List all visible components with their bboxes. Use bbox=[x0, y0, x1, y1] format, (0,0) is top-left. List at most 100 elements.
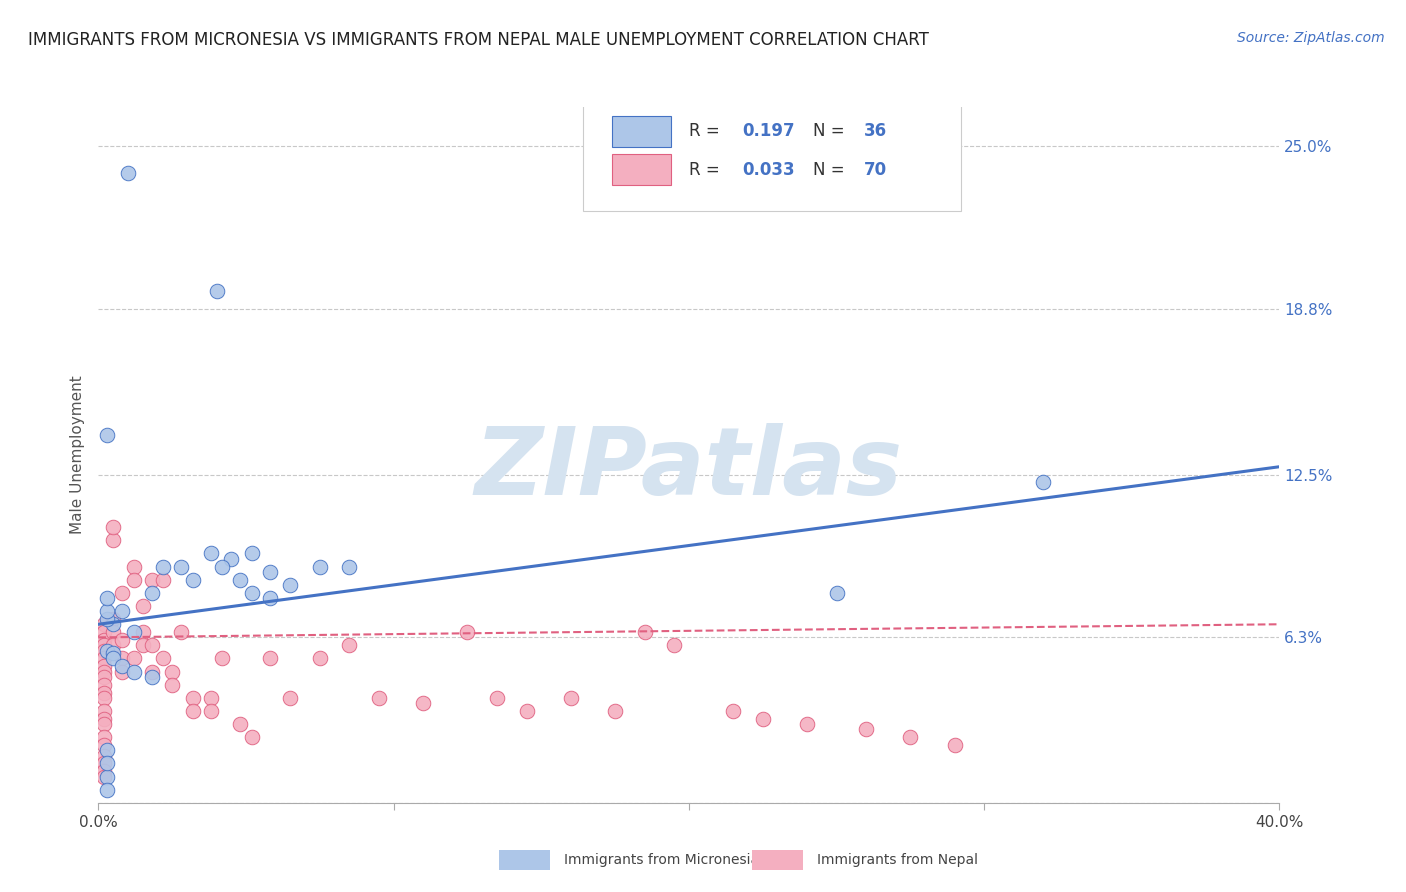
Point bbox=[200, 546, 222, 560]
Point bbox=[93, 756, 115, 771]
Point bbox=[93, 665, 115, 679]
Point bbox=[162, 678, 183, 692]
Point bbox=[280, 578, 302, 592]
Point bbox=[457, 625, 479, 640]
Point bbox=[111, 665, 134, 679]
Point bbox=[93, 748, 115, 763]
Point bbox=[122, 665, 145, 679]
Point bbox=[141, 573, 163, 587]
Point bbox=[240, 546, 263, 560]
Text: 0.197: 0.197 bbox=[742, 122, 794, 140]
Point bbox=[796, 717, 818, 731]
Text: N =: N = bbox=[813, 161, 849, 178]
Point bbox=[96, 591, 118, 605]
Point bbox=[1032, 475, 1054, 490]
Point bbox=[211, 559, 233, 574]
Point bbox=[96, 743, 118, 757]
Point bbox=[96, 770, 118, 784]
Point bbox=[181, 690, 204, 705]
Point bbox=[152, 559, 174, 574]
Text: Immigrants from Micronesia: Immigrants from Micronesia bbox=[564, 853, 759, 867]
Point bbox=[103, 646, 125, 660]
Point bbox=[111, 633, 134, 648]
Text: 0.033: 0.033 bbox=[742, 161, 794, 178]
Point bbox=[122, 651, 145, 665]
Point bbox=[943, 738, 966, 752]
Point bbox=[96, 756, 118, 771]
Point bbox=[103, 651, 125, 665]
Point bbox=[280, 690, 302, 705]
Point bbox=[240, 586, 263, 600]
Point bbox=[229, 573, 252, 587]
Point bbox=[93, 633, 115, 648]
Point bbox=[309, 559, 332, 574]
Point bbox=[93, 770, 115, 784]
Point bbox=[259, 591, 281, 605]
Point bbox=[103, 612, 125, 626]
Text: 70: 70 bbox=[863, 161, 887, 178]
Point bbox=[309, 651, 332, 665]
Point bbox=[93, 764, 115, 779]
Point bbox=[111, 659, 134, 673]
FancyBboxPatch shape bbox=[612, 154, 671, 186]
Point bbox=[93, 617, 115, 632]
Point bbox=[132, 625, 155, 640]
Point bbox=[122, 559, 145, 574]
Point bbox=[93, 625, 115, 640]
Point bbox=[368, 690, 391, 705]
Text: IMMIGRANTS FROM MICRONESIA VS IMMIGRANTS FROM NEPAL MALE UNEMPLOYMENT CORRELATIO: IMMIGRANTS FROM MICRONESIA VS IMMIGRANTS… bbox=[28, 31, 929, 49]
Point bbox=[96, 428, 118, 442]
Point bbox=[825, 586, 848, 600]
Point bbox=[412, 696, 434, 710]
Point bbox=[96, 643, 118, 657]
Point bbox=[141, 670, 163, 684]
Point bbox=[516, 704, 538, 718]
FancyBboxPatch shape bbox=[499, 850, 550, 870]
Point bbox=[152, 651, 174, 665]
Point bbox=[339, 638, 361, 652]
Point bbox=[93, 704, 115, 718]
Point bbox=[181, 573, 204, 587]
Text: R =: R = bbox=[689, 161, 725, 178]
Point bbox=[93, 717, 115, 731]
Point bbox=[93, 638, 115, 652]
Text: 36: 36 bbox=[863, 122, 887, 140]
Point bbox=[170, 625, 193, 640]
Point bbox=[93, 685, 115, 699]
Point bbox=[211, 651, 233, 665]
Point bbox=[96, 604, 118, 618]
Point bbox=[111, 604, 134, 618]
Point bbox=[170, 559, 193, 574]
Point bbox=[141, 586, 163, 600]
Point bbox=[93, 712, 115, 726]
Point bbox=[122, 625, 145, 640]
Text: N =: N = bbox=[813, 122, 849, 140]
FancyBboxPatch shape bbox=[582, 100, 960, 211]
Point bbox=[111, 651, 134, 665]
Point bbox=[560, 690, 582, 705]
Point bbox=[634, 625, 657, 640]
Point bbox=[132, 599, 155, 613]
Point bbox=[200, 690, 222, 705]
Text: Source: ZipAtlas.com: Source: ZipAtlas.com bbox=[1237, 31, 1385, 45]
Point bbox=[486, 690, 509, 705]
Point bbox=[103, 533, 125, 548]
Point bbox=[93, 643, 115, 657]
Point bbox=[200, 704, 222, 718]
Point bbox=[221, 551, 243, 566]
Point bbox=[723, 704, 745, 718]
Point bbox=[181, 704, 204, 718]
Text: ZIPatlas: ZIPatlas bbox=[475, 423, 903, 515]
Point bbox=[900, 730, 922, 744]
FancyBboxPatch shape bbox=[752, 850, 803, 870]
Point bbox=[103, 520, 125, 534]
Text: R =: R = bbox=[689, 122, 725, 140]
Point bbox=[229, 717, 252, 731]
Point bbox=[240, 730, 263, 744]
Point bbox=[93, 659, 115, 673]
Point bbox=[339, 559, 361, 574]
Point bbox=[162, 665, 183, 679]
Point bbox=[93, 690, 115, 705]
Point bbox=[117, 166, 139, 180]
Point bbox=[132, 638, 155, 652]
